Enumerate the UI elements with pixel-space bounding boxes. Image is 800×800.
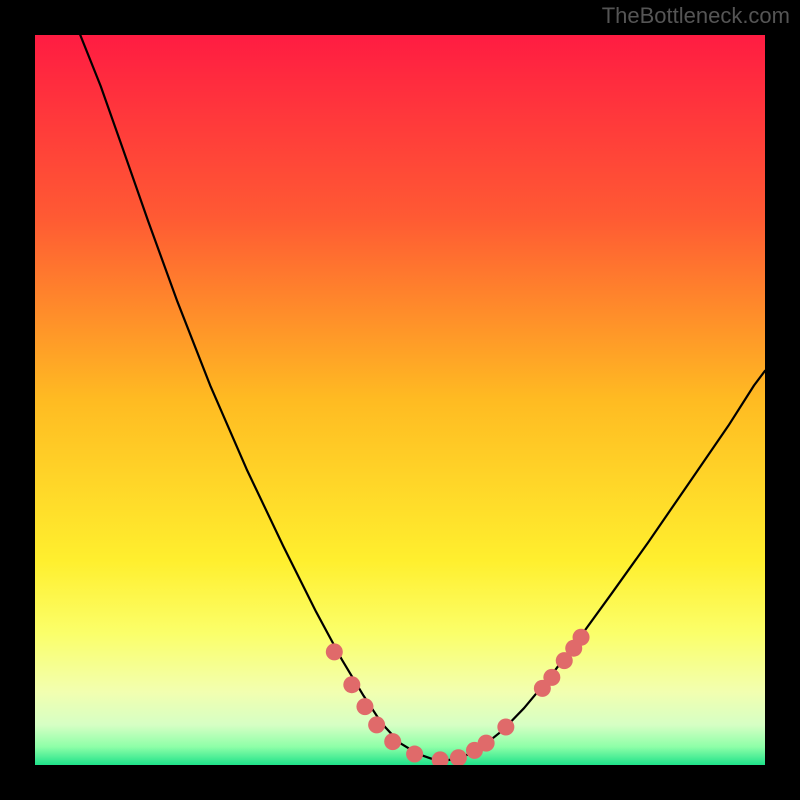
watermark-text: TheBottleneck.com: [602, 3, 790, 29]
chart-root: TheBottleneck.com: [0, 0, 800, 800]
marker-dot: [406, 746, 423, 763]
marker-dot: [343, 676, 360, 693]
bottleneck-chart: [0, 0, 800, 800]
chart-plot-bg: [35, 35, 765, 765]
marker-dot: [497, 719, 514, 736]
marker-dot: [356, 698, 373, 715]
marker-dot: [543, 669, 560, 686]
marker-dot: [478, 735, 495, 752]
marker-dot: [326, 643, 343, 660]
marker-dot: [450, 749, 467, 766]
marker-dot: [573, 629, 590, 646]
marker-dot: [384, 733, 401, 750]
marker-dot: [368, 716, 385, 733]
